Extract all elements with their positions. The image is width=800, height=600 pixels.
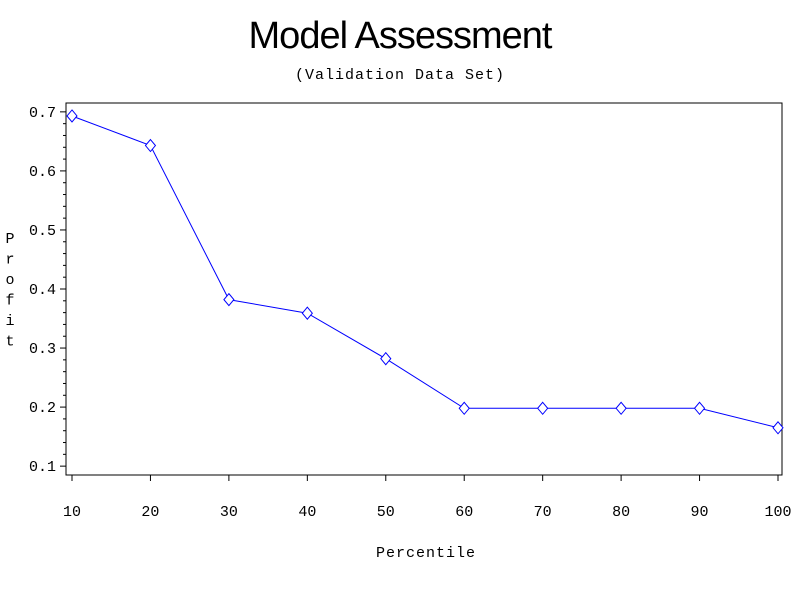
chart-subtitle: (Validation Data Set) [295, 67, 505, 84]
data-point [66, 109, 78, 123]
y-tick-label: 0.5 [29, 223, 56, 240]
y-axis-label-char: f [5, 293, 14, 310]
x-tick-label: 80 [612, 504, 630, 521]
y-axis-label-char: r [5, 252, 14, 269]
y-tick-label: 0.6 [29, 164, 56, 181]
x-tick-label: 50 [377, 504, 395, 521]
x-tick-label: 100 [764, 504, 791, 521]
plot-frame [65, 102, 783, 476]
y-axis-label-char: t [5, 334, 14, 351]
data-point [693, 401, 706, 416]
x-tick-label: 10 [63, 504, 81, 521]
x-tick-label: 60 [455, 504, 473, 521]
y-tick-label: 0.2 [29, 400, 56, 417]
y-axis-label-char: P [5, 231, 14, 248]
y-tick-label: 0.3 [29, 341, 56, 358]
data-point [772, 420, 784, 435]
data-point [380, 351, 392, 366]
x-tick-label: 90 [691, 504, 709, 521]
series-line [71, 115, 779, 429]
y-tick-label: 0.4 [29, 282, 56, 299]
x-tick-label: 40 [298, 504, 316, 521]
data-point [458, 401, 470, 416]
chart-title: Model Assessment [249, 15, 553, 57]
y-axis: 0.1 0.2 0.3 0.4 0.5 0.6 0.7 [29, 105, 66, 476]
x-tick-label: 20 [141, 504, 159, 521]
data-point [301, 306, 313, 320]
series-layer [66, 109, 784, 435]
y-tick-label: 0.7 [29, 105, 56, 122]
data-point [144, 138, 157, 153]
x-axis: 10 20 30 40 50 60 70 80 90 100 [63, 475, 792, 521]
x-tick-label: 30 [220, 504, 238, 521]
x-tick-label: 70 [534, 504, 552, 521]
data-point [223, 292, 235, 307]
data-point [615, 401, 627, 416]
data-point [537, 401, 549, 416]
y-axis-label-char: i [5, 313, 14, 330]
y-axis-label-char: o [5, 272, 14, 289]
x-axis-label: Percentile [376, 545, 476, 562]
y-tick-label: 0.1 [29, 459, 56, 476]
